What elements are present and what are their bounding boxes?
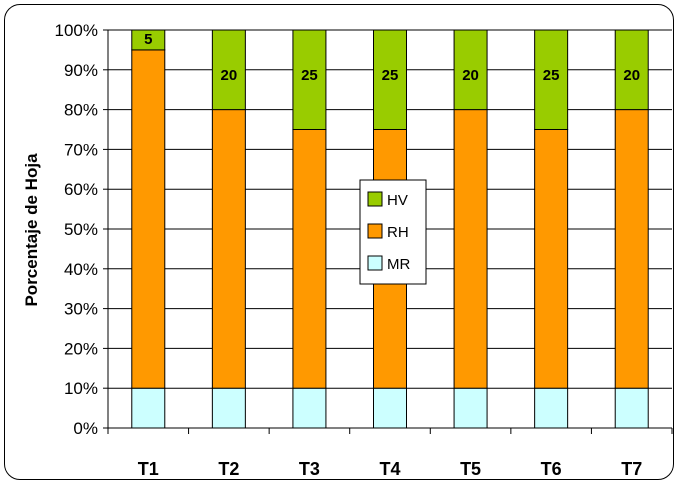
bar-segment-rh [211,109,246,389]
x-tick-label: T1 [138,459,159,479]
y-tick-label: 80% [64,101,98,120]
bar-segment-mr [614,387,649,429]
bar-segment-rh [614,109,649,389]
y-tick-label: 10% [64,379,98,398]
bar-segment-rh [534,129,569,389]
y-tick-label: 90% [64,61,98,80]
bar-segment-hv [292,29,327,130]
y-tick-label: 40% [64,260,98,279]
bar-segment-mr [453,387,488,429]
legend-label: HV [387,192,408,209]
bar-segment-hv [614,29,649,111]
y-tick-label: 100% [55,21,98,40]
bar-segment-rh [453,109,488,389]
x-tick-label: T3 [299,459,320,479]
data-label: 25 [301,67,318,84]
y-tick-label: 20% [64,339,98,358]
data-label: 20 [462,67,479,84]
x-tick-label: T7 [621,459,642,479]
legend-swatch [367,255,383,271]
data-label: 20 [623,67,640,84]
x-tick-label: T4 [379,459,400,479]
bar-segment-hv [453,29,488,111]
legend-swatch [367,223,383,239]
bar-segment-hv [131,29,166,51]
bar-segment-rh [131,49,166,389]
legend-label: RH [387,224,409,241]
bar-segment-rh [292,129,327,389]
x-tick-label: T2 [218,459,239,479]
y-tick-label: 70% [64,140,98,159]
bar-segment-mr [292,387,327,429]
legend-label: MR [387,256,410,273]
bar-segment-hv [373,29,407,130]
bar-segment-mr [211,387,246,429]
bar-segment-mr [534,387,569,429]
data-labels: 5 20 25 25 20 25 20 [144,31,640,84]
bar-segment-mr [373,387,407,429]
y-tick-label: 0% [73,419,98,438]
y-tick-label: 60% [64,180,98,199]
x-tick-label: T5 [460,459,481,479]
x-tick-label: T6 [541,459,562,479]
data-label: 25 [382,67,399,84]
data-label: 5 [144,31,152,48]
bar-segment-hv [211,29,246,111]
legend: HV RH MR [359,179,427,285]
y-axis-title: Porcentaje de Hoja [22,153,41,307]
data-label: 20 [221,67,238,84]
bars [131,29,649,429]
y-tick-label: 50% [64,220,98,239]
y-tick-label: 30% [64,300,98,319]
bar-segment-hv [534,29,569,130]
axes: 0% 10% 20% 30% 40% 50% 60% 70% 80% 90% 100% T1 T2 T3 T… [55,21,673,479]
legend-swatch [367,191,383,207]
bar-segment-mr [131,387,166,429]
data-label: 25 [543,67,560,84]
